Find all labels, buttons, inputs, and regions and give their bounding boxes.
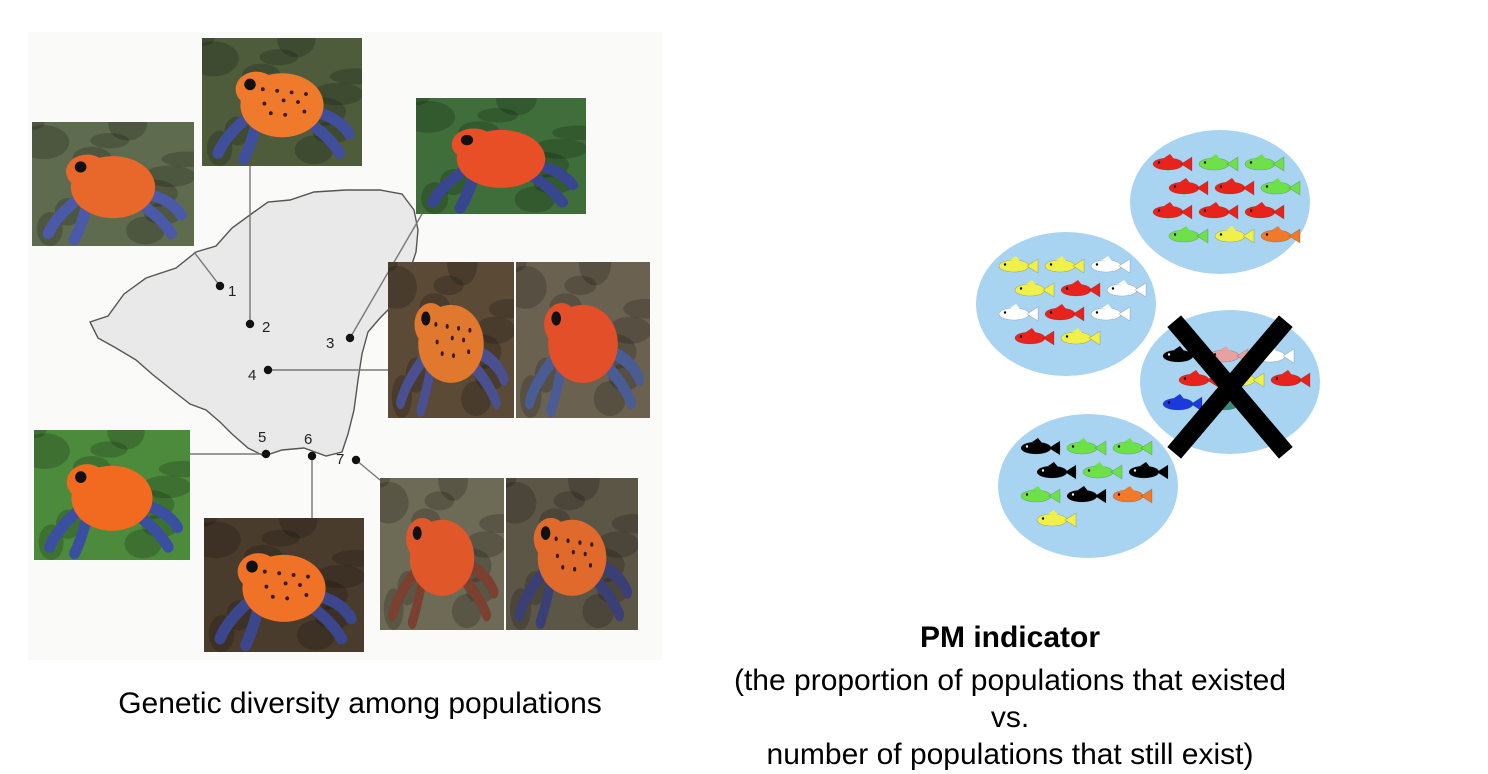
population-pin-6 bbox=[307, 451, 317, 461]
population-pin-7 bbox=[351, 455, 361, 465]
frog-photo-pop-7a bbox=[380, 478, 504, 630]
fish-icon bbox=[1198, 202, 1239, 220]
frog-photo-pop-7b bbox=[506, 478, 638, 630]
population-pin-2 bbox=[245, 319, 255, 329]
fish-icon bbox=[1036, 510, 1077, 528]
fish-icon bbox=[1066, 486, 1107, 504]
pm-description-line-1: (the proportion of populations that exis… bbox=[733, 664, 1287, 734]
fish-icon bbox=[1014, 328, 1055, 346]
fish-icon bbox=[1244, 154, 1285, 172]
fish-icon bbox=[1014, 280, 1055, 298]
fish-icon bbox=[1128, 462, 1169, 480]
fish-icon bbox=[1066, 438, 1107, 456]
pin-label-4: 4 bbox=[248, 367, 256, 384]
fish-icon bbox=[1214, 178, 1255, 196]
fish-icon bbox=[1090, 256, 1131, 274]
pin-label-2: 2 bbox=[262, 319, 270, 336]
fish-icon bbox=[1112, 486, 1153, 504]
fish-icon bbox=[1260, 226, 1301, 244]
population-pin-1 bbox=[215, 281, 225, 291]
population-pins: 1 2 3 4 5 6 7 bbox=[215, 281, 361, 468]
pin-label-5: 5 bbox=[258, 429, 266, 446]
fish-icon bbox=[1106, 280, 1147, 298]
frog-photo-pop-3 bbox=[416, 98, 586, 214]
pin-label-6: 6 bbox=[304, 431, 312, 448]
fish-icon bbox=[1060, 280, 1101, 298]
pin-label-3: 3 bbox=[326, 335, 334, 352]
fish-icon bbox=[1168, 178, 1209, 196]
fish-icon bbox=[998, 256, 1039, 274]
fish-icon bbox=[1060, 328, 1101, 346]
fish-icon bbox=[1168, 226, 1209, 244]
population-circle-extinct bbox=[1140, 310, 1320, 459]
population-circle-top bbox=[1130, 130, 1310, 274]
pm-indicator-figure bbox=[960, 120, 1320, 560]
connector-lines bbox=[188, 166, 423, 520]
population-pin-3 bbox=[345, 333, 355, 343]
population-circles bbox=[976, 130, 1320, 558]
fish-icon bbox=[1036, 462, 1077, 480]
fish-icon bbox=[1112, 438, 1153, 456]
pm-description-line-2: number of populations that still exist) bbox=[766, 738, 1254, 771]
frog-photo-pop-2 bbox=[202, 38, 362, 166]
fish-icon bbox=[1152, 154, 1193, 172]
pm-indicator-description: (the proportion of populations that exis… bbox=[720, 662, 1300, 773]
population-circle-left bbox=[976, 232, 1156, 376]
frog-photo-pop-5 bbox=[34, 430, 190, 560]
fish-icon bbox=[1152, 202, 1193, 220]
population-pin-5 bbox=[261, 449, 271, 459]
fish-icon bbox=[1082, 462, 1123, 480]
frog-photo-pop-4a bbox=[388, 262, 514, 418]
fish-icon bbox=[998, 304, 1039, 322]
fish-icon bbox=[1198, 154, 1239, 172]
left-caption: Genetic diversity among populations bbox=[118, 687, 602, 720]
fish-icon bbox=[1020, 438, 1061, 456]
fish-icon bbox=[1244, 202, 1285, 220]
fish-icon bbox=[1270, 370, 1311, 388]
frog-photo-pop-1 bbox=[32, 122, 194, 246]
fish-icon bbox=[1260, 178, 1301, 196]
frog-photo-pop-6 bbox=[204, 518, 364, 652]
genetic-diversity-figure: 1 2 3 4 5 6 7 bbox=[28, 32, 662, 660]
fish-icon bbox=[1162, 394, 1203, 412]
fish-icon bbox=[1020, 486, 1061, 504]
extinct-cross-icon bbox=[1167, 315, 1293, 459]
pin-label-7: 7 bbox=[336, 451, 344, 468]
population-circle-bottom bbox=[998, 414, 1178, 558]
pm-indicator-title: PM indicator bbox=[919, 621, 1100, 654]
frog-photo-pop-4b bbox=[516, 262, 650, 418]
fish-icon bbox=[1090, 304, 1131, 322]
fish-icon bbox=[1044, 256, 1085, 274]
fish-icon bbox=[1214, 226, 1255, 244]
pin-label-1: 1 bbox=[228, 283, 236, 300]
fish-icon bbox=[1044, 304, 1085, 322]
population-pin-4 bbox=[263, 365, 273, 375]
